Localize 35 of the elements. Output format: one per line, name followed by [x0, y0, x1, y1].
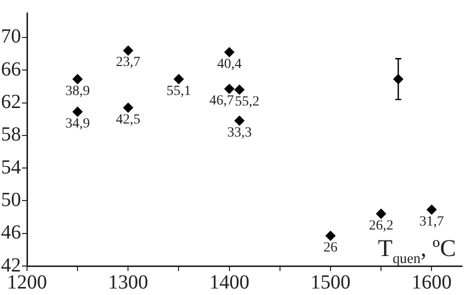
point	[234, 84, 244, 95]
y-tick-label: 66	[1, 58, 21, 80]
point	[123, 46, 134, 56]
annotation: 26,2	[368, 218, 394, 234]
x-tick-label: 1400	[209, 271, 250, 294]
y-tick-label: 62	[1, 91, 21, 114]
point	[72, 74, 83, 84]
point	[72, 106, 83, 117]
x-tick-label: 1500	[310, 271, 350, 294]
y-tick-label: 54	[1, 156, 21, 178]
annotation: 23,7	[116, 55, 140, 70]
point	[224, 47, 234, 58]
annotation: 42,5	[116, 112, 140, 128]
point	[325, 230, 336, 241]
x-tick-label: 1300	[108, 271, 148, 294]
annotation: 34,9	[65, 116, 90, 132]
y-tick-label: 58	[1, 124, 21, 146]
point	[123, 102, 134, 113]
annotation: 38,9	[65, 84, 90, 99]
annotation: 26	[323, 240, 338, 256]
y-tick-label: 50	[1, 188, 21, 211]
annotation: 40,4	[217, 56, 242, 72]
point	[234, 116, 244, 126]
y-tick-label: 70	[1, 26, 21, 48]
annotation: 33,3	[227, 125, 252, 140]
point	[224, 84, 234, 94]
y-tick-label: 46	[1, 222, 21, 244]
x-tick-label: 1600	[412, 271, 452, 294]
annotation: 55,2	[234, 94, 260, 110]
point	[426, 204, 437, 215]
annotation: 46,7	[209, 94, 234, 109]
annotation: 55,1	[166, 84, 191, 99]
annotation: 31,7	[419, 214, 444, 230]
point	[174, 74, 184, 84]
point	[376, 208, 386, 219]
